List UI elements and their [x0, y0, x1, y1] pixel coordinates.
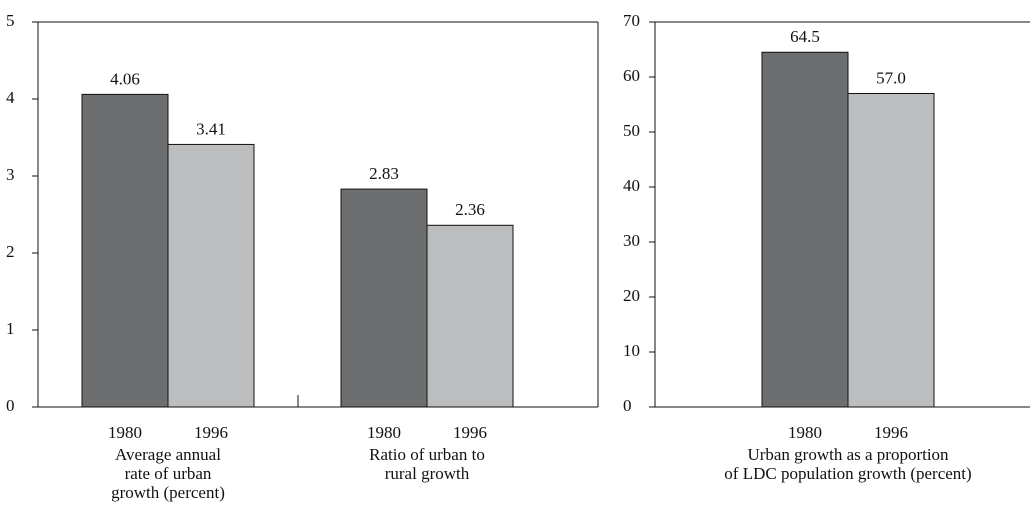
y-tick-label: 0 — [6, 396, 15, 415]
value-label: 64.5 — [790, 27, 820, 46]
bar — [81, 93, 169, 408]
year-label: 1996 — [194, 423, 228, 442]
year-label: 1996 — [874, 423, 908, 442]
y-tick-label: 20 — [623, 286, 640, 305]
value-label: 57.0 — [876, 68, 906, 87]
bar — [426, 224, 514, 408]
y-tick-label: 70 — [623, 11, 640, 30]
category-label: Average annual rate of urban growth (per… — [111, 445, 225, 502]
y-tick-label: 5 — [6, 11, 15, 30]
y-tick-label: 40 — [623, 176, 640, 195]
y-tick-label: 2 — [6, 242, 15, 261]
bar — [847, 93, 935, 408]
y-tick-label: 60 — [623, 66, 640, 85]
year-label: 1980 — [788, 423, 822, 442]
bar — [167, 143, 255, 408]
value-label: 3.41 — [196, 119, 226, 138]
year-label: 1980 — [108, 423, 142, 442]
y-tick-label: 50 — [623, 121, 640, 140]
y-tick-label: 30 — [623, 231, 640, 250]
y-tick-label: 0 — [623, 396, 632, 415]
y-tick-label: 3 — [6, 165, 15, 184]
y-tick-label: 1 — [6, 319, 15, 338]
value-label: 4.06 — [110, 69, 140, 88]
y-tick-label: 4 — [6, 88, 15, 107]
category-label: Ratio of urban to rural growth — [369, 445, 485, 483]
bar — [761, 51, 849, 408]
value-label: 2.83 — [369, 164, 399, 183]
year-label: 1996 — [453, 423, 487, 442]
value-label: 2.36 — [455, 200, 485, 219]
y-tick-label: 10 — [623, 341, 640, 360]
category-label: Urban growth as a proportion of LDC popu… — [724, 445, 972, 483]
year-label: 1980 — [367, 423, 401, 442]
bar — [340, 188, 428, 408]
